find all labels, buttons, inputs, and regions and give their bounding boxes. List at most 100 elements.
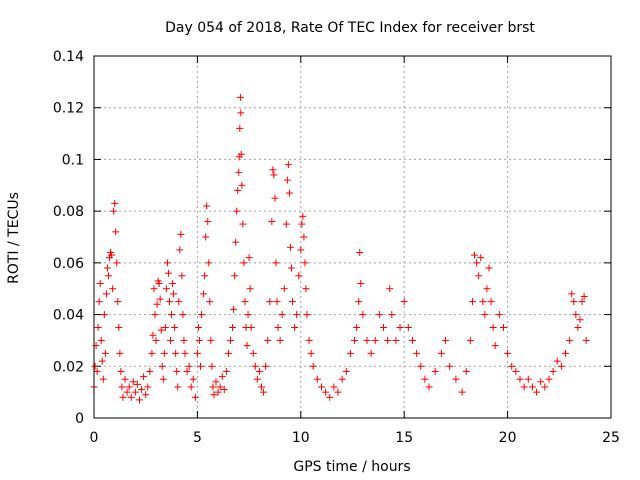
data-point [580, 292, 588, 300]
data-point [576, 316, 584, 324]
data-point [282, 220, 290, 228]
data-point [151, 311, 159, 319]
data-point [458, 388, 466, 396]
data-point [557, 362, 565, 370]
data-point [175, 298, 183, 306]
data-point [541, 383, 549, 391]
data-point [499, 324, 507, 331]
y-tick-label: 0.06 [53, 256, 84, 272]
data-point [371, 336, 379, 344]
data-point [468, 298, 476, 306]
data-point [284, 161, 292, 169]
data-point [466, 336, 474, 344]
data-point [268, 217, 276, 225]
data-point [264, 336, 272, 344]
data-point [351, 336, 359, 344]
y-tick-label: 0.14 [53, 49, 84, 65]
data-point [170, 290, 178, 298]
data-point [442, 336, 450, 344]
data-point [359, 311, 367, 319]
data-point [208, 362, 216, 370]
data-point [302, 285, 310, 293]
data-point [246, 285, 254, 293]
data-point [247, 324, 255, 331]
data-point [355, 298, 363, 306]
data-point [222, 367, 230, 375]
data-point [273, 298, 281, 306]
data-point [118, 383, 126, 391]
data-point [173, 367, 181, 375]
data-point [495, 311, 503, 319]
data-point [473, 259, 481, 267]
data-point [249, 349, 257, 357]
data-point [260, 388, 268, 396]
data-point [205, 259, 213, 267]
data-point [255, 367, 263, 375]
data-point [305, 336, 313, 344]
data-point [155, 280, 163, 288]
data-point [245, 254, 253, 262]
data-point [214, 388, 222, 396]
data-point [131, 388, 139, 396]
data-point [244, 311, 252, 319]
data-point [112, 228, 120, 236]
data-point [357, 280, 365, 288]
data-point [384, 336, 392, 344]
data-point [195, 336, 203, 344]
data-point [271, 194, 279, 202]
data-point [179, 311, 187, 319]
data-point [237, 150, 245, 158]
data-point [198, 311, 206, 319]
data-point [287, 264, 295, 272]
data-point [293, 311, 301, 319]
data-point [202, 233, 210, 241]
data-point [113, 259, 121, 267]
y-tick-label: 0.02 [53, 359, 84, 375]
data-point [322, 388, 330, 396]
data-point [243, 342, 251, 350]
data-point [209, 383, 217, 391]
data-point [135, 396, 143, 404]
data-point [102, 290, 110, 298]
data-point [149, 331, 157, 339]
data-point [236, 124, 244, 132]
data-point [413, 349, 421, 357]
data-point [297, 246, 305, 254]
data-point [408, 336, 416, 344]
data-point [566, 336, 574, 344]
data-point [272, 259, 280, 267]
data-point [171, 324, 179, 331]
data-point [485, 264, 493, 272]
data-point [479, 298, 487, 306]
data-point [168, 311, 176, 319]
data-point [274, 324, 282, 331]
data-point [516, 375, 524, 383]
data-point [212, 378, 220, 386]
data-point [342, 367, 350, 375]
data-point [125, 383, 133, 391]
data-point [421, 375, 429, 383]
data-point [169, 280, 177, 288]
data-point [193, 349, 201, 357]
data-point [129, 378, 137, 386]
data-point [545, 375, 553, 383]
data-point [99, 375, 107, 383]
data-point [568, 290, 576, 298]
data-point [317, 383, 325, 391]
data-point [159, 375, 167, 383]
data-point [356, 249, 364, 257]
data-point [177, 230, 185, 238]
data-point [123, 388, 131, 396]
y-tick-label: 0.12 [53, 101, 84, 117]
data-point [114, 298, 122, 306]
data-point [150, 285, 158, 293]
data-point [363, 336, 371, 344]
data-point [174, 383, 182, 391]
data-point [121, 375, 129, 383]
data-point [176, 246, 184, 254]
data-point [508, 362, 516, 370]
data-point [200, 290, 208, 298]
y-tick-label: 0.1 [62, 152, 84, 168]
data-point [163, 259, 171, 267]
